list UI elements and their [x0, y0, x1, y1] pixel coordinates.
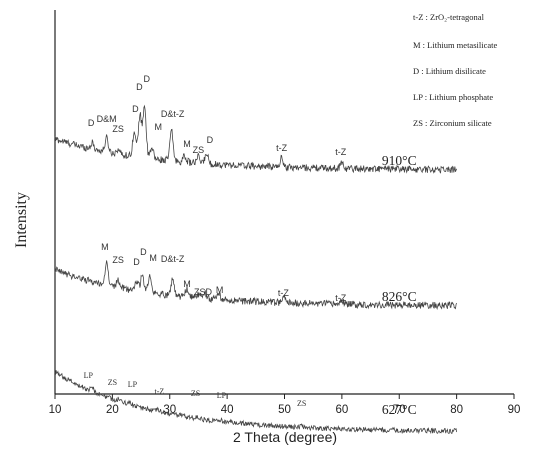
peak-label: t-Z	[278, 288, 289, 298]
temperature-label: 826°C	[382, 289, 417, 304]
peak-label: ZS	[112, 255, 124, 265]
y-axis-title: Intensity	[13, 192, 30, 248]
peak-label: D	[207, 135, 214, 145]
peak-label: LP	[217, 391, 227, 400]
peak-label: D	[88, 118, 95, 128]
temperature-label: 910°C	[382, 153, 417, 168]
x-tick-label: 70	[393, 404, 406, 416]
x-tick-label: 60	[335, 404, 348, 416]
series-group	[54, 104, 457, 435]
legend-entry: LP : Lithium phosphate	[413, 92, 493, 102]
series-line	[54, 370, 457, 435]
peak-label: ZS	[193, 145, 205, 155]
peak-label: M	[183, 139, 191, 149]
peak-label: M	[155, 122, 163, 132]
peak-label: D	[133, 257, 140, 267]
temperature-labels: 910°C 826°C 627°C	[382, 153, 417, 417]
peak-label: t-Z	[155, 387, 165, 396]
peak-label: ZS	[297, 399, 306, 408]
legend-entry: ZS : Zirconium silicate	[413, 118, 492, 128]
peak-label: D	[140, 247, 147, 257]
x-tick-label: 20	[106, 404, 119, 416]
x-tick-label: 40	[221, 404, 234, 416]
x-tick-label: 50	[278, 404, 291, 416]
x-tick-label: 80	[450, 404, 463, 416]
peak-label: D&M	[97, 114, 117, 124]
peak-label: ZS	[191, 389, 200, 398]
peak-label: D	[136, 82, 143, 92]
peak-label: M	[149, 253, 157, 263]
peak-label: t-Z	[335, 147, 346, 157]
peak-label: D	[144, 74, 151, 84]
series-line	[54, 104, 457, 174]
legend-entry: M : Lithium metasilicate	[413, 40, 498, 50]
x-tick-label: 10	[49, 404, 62, 416]
peak-label: D&t-Z	[161, 109, 185, 119]
legend-entry: t-Z : ZrO₂-tetragonal	[413, 12, 485, 22]
peak-label: M	[183, 279, 191, 289]
temperature-label: 627°C	[382, 402, 417, 417]
peak-label: D	[132, 104, 139, 114]
x-tick-label: 90	[508, 404, 521, 416]
peak-label: D&t-Z	[161, 254, 185, 264]
peak-label: LP	[84, 371, 94, 380]
peak-label: ZS	[112, 124, 124, 134]
series-line	[54, 260, 457, 310]
peak-label: LP	[128, 380, 138, 389]
peak-label: M	[216, 285, 224, 295]
x-ticks: 10 20 30 40 50 60 70 80 90	[49, 394, 521, 416]
legend-entry: D : Lithium disilicate	[413, 66, 486, 76]
peak-label: ZS	[108, 378, 117, 387]
peak-label: M	[101, 242, 109, 252]
x-axis-title: 2 Theta (degree)	[233, 429, 337, 445]
legend: t-Z : ZrO₂-tetragonal M : Lithium metasil…	[413, 12, 498, 128]
peak-label: ZSD	[194, 287, 213, 297]
peak-label: t-Z	[335, 293, 346, 303]
peak-label: t-Z	[276, 143, 287, 153]
